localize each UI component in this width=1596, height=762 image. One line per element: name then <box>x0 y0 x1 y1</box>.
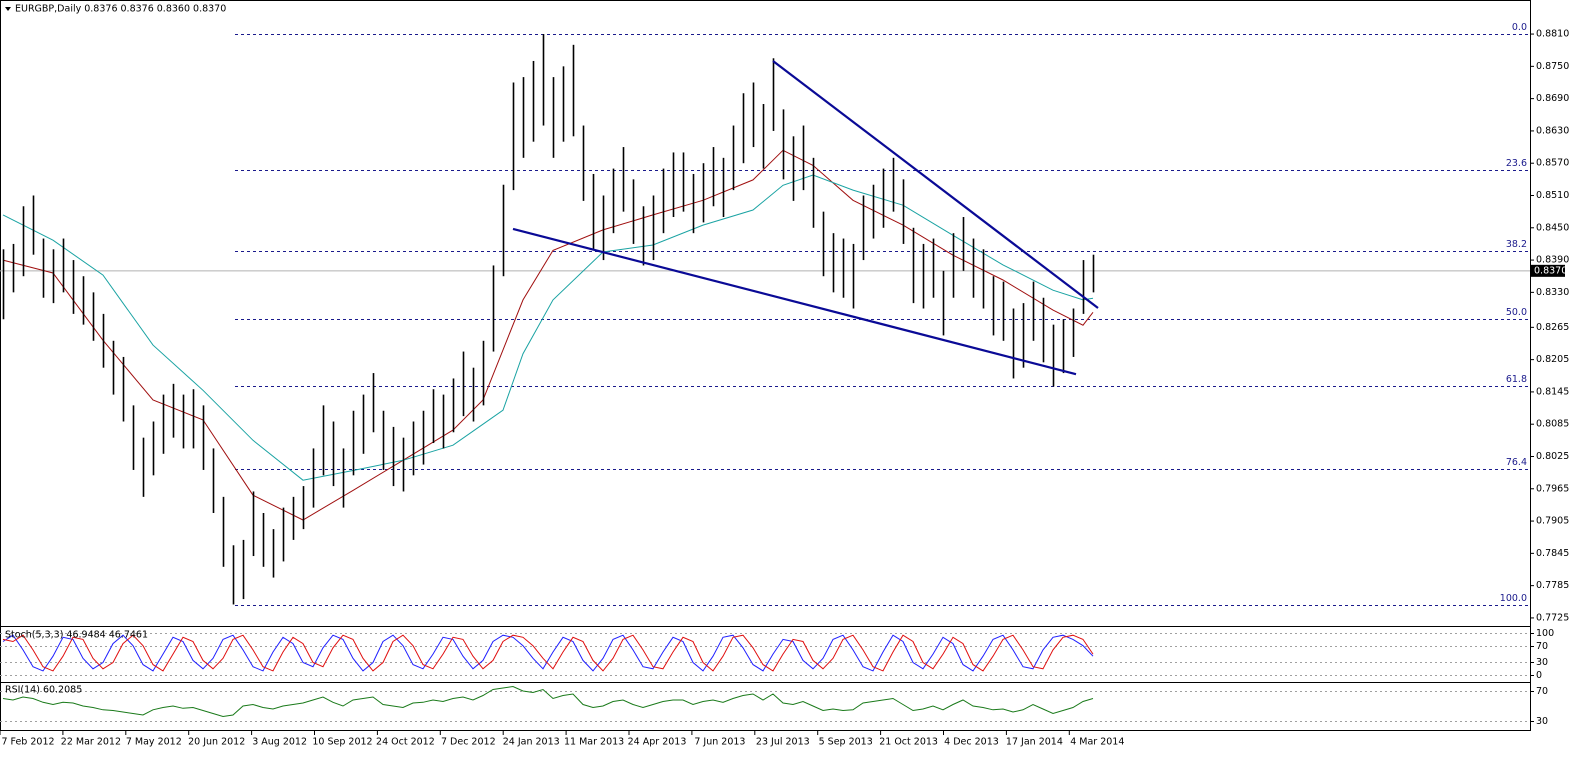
y-tick-label: 100 <box>1536 628 1554 639</box>
x-tick-label: 7 Dec 2012 <box>441 737 496 748</box>
x-tick-label: 4 Dec 2013 <box>944 737 999 748</box>
trendline <box>512 227 1077 376</box>
y-tick-label: 0.8450 <box>1536 222 1569 233</box>
x-tick-label: 3 Aug 2012 <box>252 737 307 748</box>
trendline <box>772 60 1099 309</box>
x-tick-label: 4 Mar 2014 <box>1070 737 1124 748</box>
x-tick-label: 23 Jul 2013 <box>756 737 810 748</box>
x-tick-label: 7 Jun 2013 <box>694 737 745 748</box>
y-tick-label: 0.8630 <box>1536 125 1569 136</box>
x-tick-label: 24 Apr 2013 <box>628 737 687 748</box>
menu-arrow[interactable] <box>5 7 11 11</box>
y-tick-label: 70 <box>1536 641 1548 652</box>
y-tick-label: 0.8810 <box>1536 29 1569 40</box>
fib-label: 76.4 <box>1506 457 1527 468</box>
x-tick-label: 24 Jan 2013 <box>503 737 560 748</box>
x-tick-label: 5 Sep 2013 <box>819 737 873 748</box>
y-tick-label: 0.7845 <box>1536 548 1569 559</box>
indicator-line <box>2 634 1094 672</box>
x-tick-label: 20 Jun 2012 <box>188 737 245 748</box>
x-tick-label: 10 Sep 2012 <box>312 737 372 748</box>
fib-label: 100.0 <box>1500 593 1527 604</box>
y-tick-label: 0.8690 <box>1536 93 1569 104</box>
current-price-label: 0.8370 <box>1534 265 1567 276</box>
x-tick-label: 7 Feb 2012 <box>1 737 54 748</box>
y-tick-label: 70 <box>1536 686 1548 697</box>
indicator-line <box>2 685 1094 718</box>
chart-title: EURGBP,Daily 0.8376 0.8376 0.8360 0.8370 <box>15 4 226 15</box>
fib-label: 23.6 <box>1506 158 1527 169</box>
y-tick-label: 0.8145 <box>1536 386 1569 397</box>
plot-frame <box>0 0 1531 731</box>
indicator-title: Stoch(5,3,3) 46.9484 46.7461 <box>5 630 148 641</box>
price-box <box>1531 264 1565 277</box>
x-tick-label: 11 Mar 2013 <box>564 737 624 748</box>
fib-label: 50.0 <box>1506 307 1527 318</box>
y-tick-label: 0.7905 <box>1536 516 1569 527</box>
y-tick-label: 0.8205 <box>1536 354 1569 365</box>
y-tick-label: 0.8750 <box>1536 61 1569 72</box>
y-tick-label: 0.7965 <box>1536 483 1569 494</box>
fib-label: 61.8 <box>1506 374 1527 385</box>
fib-label: 0.0 <box>1512 22 1527 33</box>
x-tick-label: 24 Oct 2012 <box>376 737 435 748</box>
y-tick-label: 30 <box>1536 716 1548 727</box>
y-tick-label: 0.8265 <box>1536 322 1569 333</box>
y-tick-label: 30 <box>1536 657 1548 668</box>
x-tick-label: 22 Mar 2012 <box>61 737 121 748</box>
y-tick-label: 0.8390 <box>1536 255 1569 266</box>
moving-average <box>2 149 1094 521</box>
y-tick-label: 0.8025 <box>1536 451 1569 462</box>
x-tick-label: 17 Jan 2014 <box>1006 737 1063 748</box>
y-tick-label: 0.8570 <box>1536 158 1569 169</box>
y-tick-label: 0.8510 <box>1536 190 1569 201</box>
moving-average <box>2 174 1094 481</box>
indicator-title: RSI(14) 60.2085 <box>5 685 82 696</box>
x-tick-label: 7 May 2012 <box>126 737 182 748</box>
y-tick-label: 0.7725 <box>1536 612 1569 623</box>
y-tick-label: 0.8330 <box>1536 287 1569 298</box>
y-tick-label: 0 <box>1536 670 1542 681</box>
y-tick-label: 0.8085 <box>1536 419 1569 430</box>
y-tick-label: 0.7785 <box>1536 580 1569 591</box>
indicator-line <box>2 634 1094 672</box>
x-tick-label: 21 Oct 2013 <box>879 737 938 748</box>
fib-label: 38.2 <box>1506 239 1527 250</box>
